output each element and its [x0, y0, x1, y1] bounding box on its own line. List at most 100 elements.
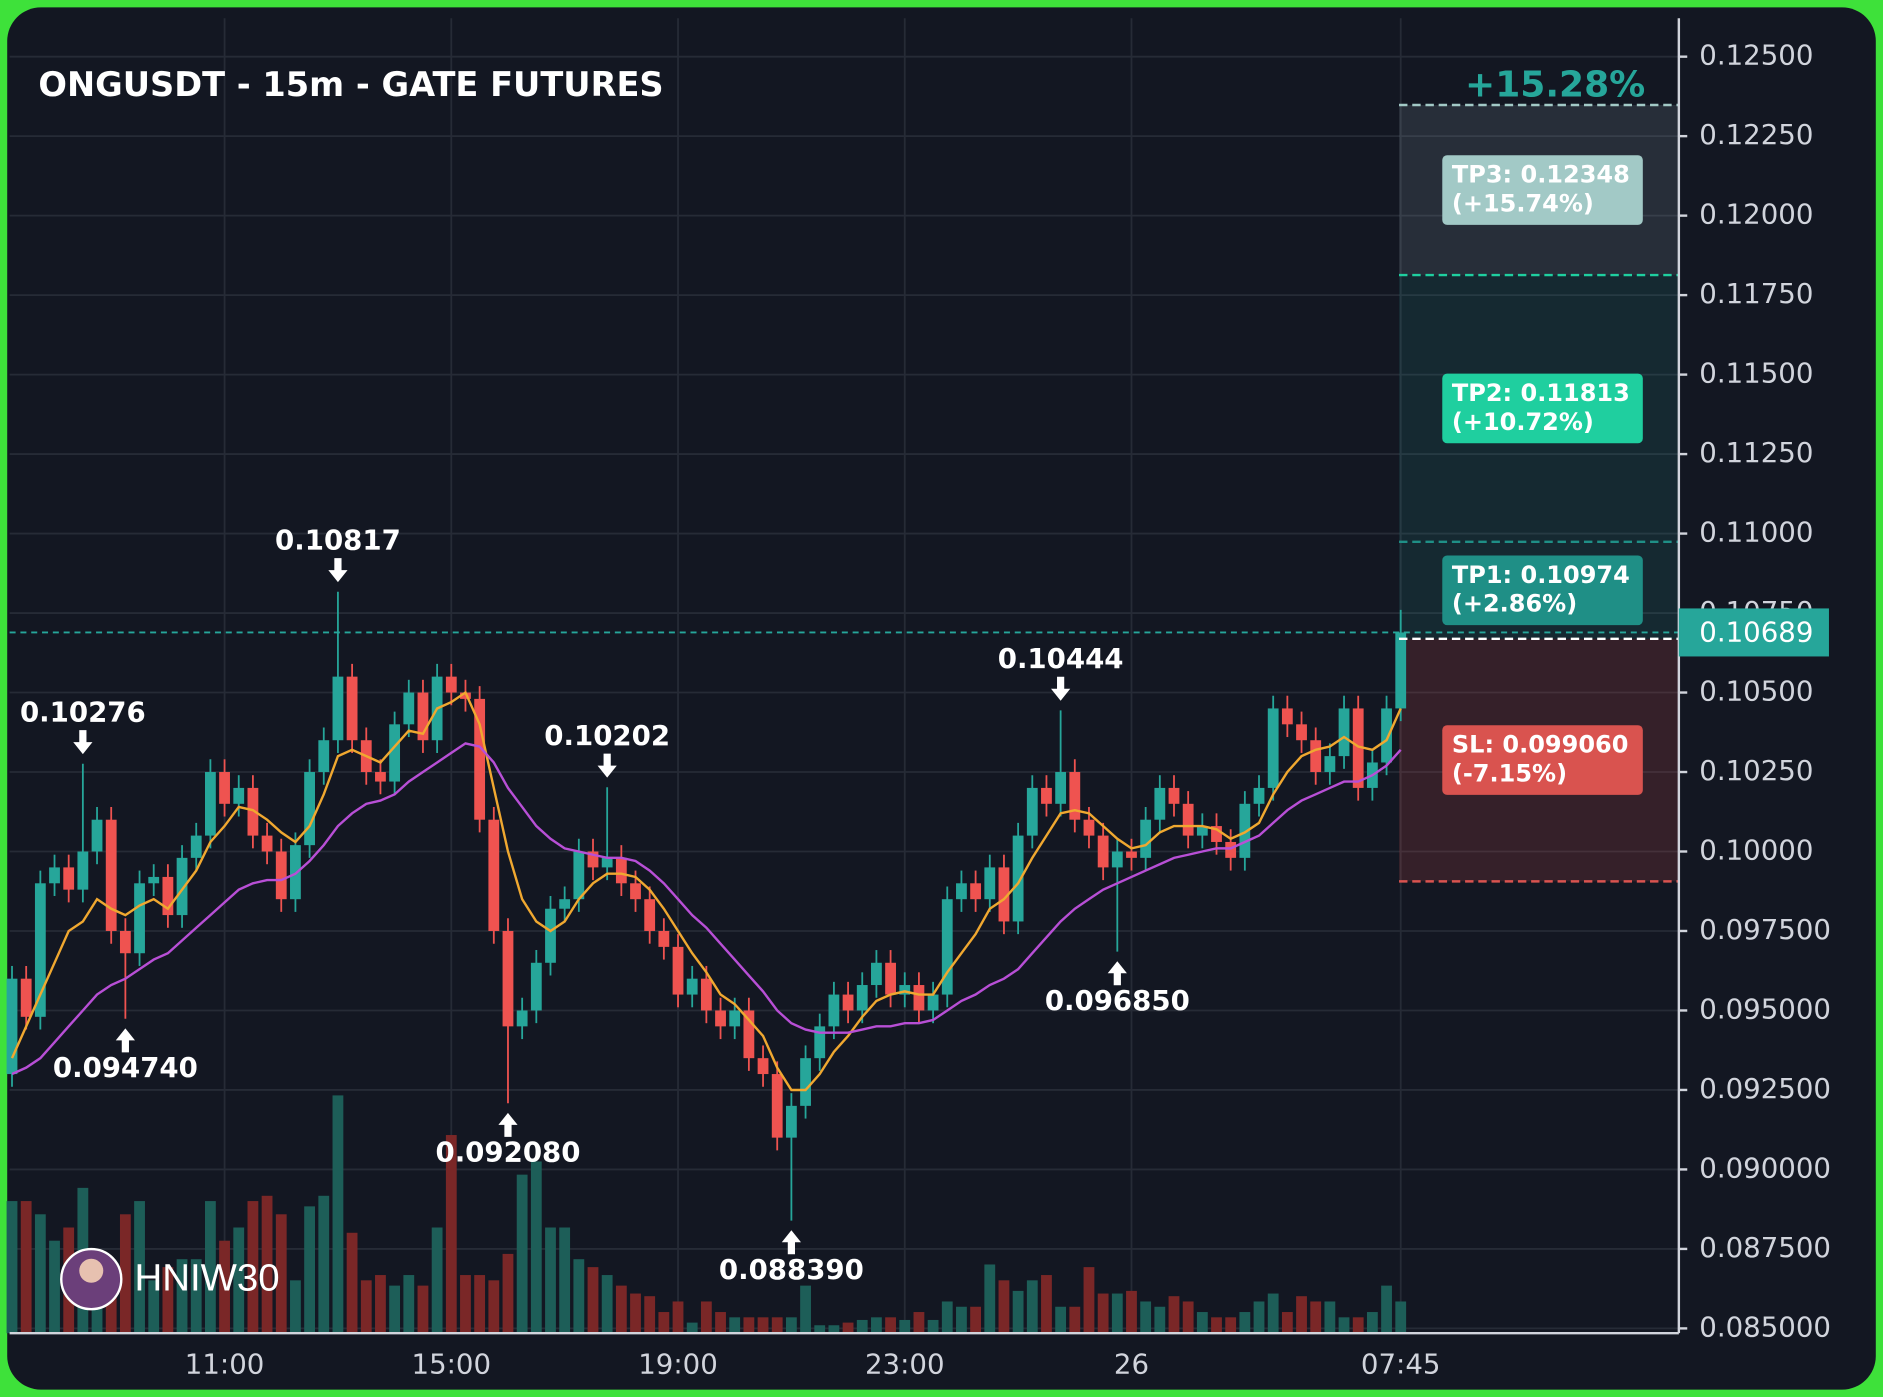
volume-bar: [1111, 1293, 1123, 1334]
volume-bar: [814, 1325, 826, 1334]
volume-bar: [1182, 1301, 1194, 1334]
candle-body: [998, 867, 1010, 922]
candle-body: [20, 978, 32, 1017]
level-label: (+10.72%): [1452, 408, 1594, 436]
position-total: +15.28%: [1465, 65, 1645, 106]
candle-body: [91, 819, 103, 852]
candle-body: [403, 692, 415, 725]
candle-body: [275, 851, 287, 900]
candle-body: [1281, 708, 1293, 725]
volume-bar: [1097, 1293, 1109, 1334]
candle-body: [545, 908, 556, 963]
candle-body: [1140, 819, 1152, 858]
candle-body: [1395, 632, 1407, 709]
volume-bar: [644, 1296, 656, 1334]
candle-body: [1154, 787, 1166, 820]
candle-body: [941, 899, 953, 995]
volume-bar: [672, 1301, 684, 1334]
y-tick-label: 0.087500: [1699, 1231, 1831, 1264]
candle-body: [1196, 826, 1208, 836]
candle-body: [885, 962, 896, 995]
volume-bar: [1381, 1285, 1392, 1334]
candle-body: [375, 772, 386, 782]
watermark: HNIW30: [135, 1256, 280, 1299]
ma-line: [11, 742, 1402, 1076]
candle-body: [190, 835, 202, 858]
volume-bar: [502, 1253, 514, 1334]
candle-body: [1267, 708, 1279, 788]
candle-body: [771, 1074, 783, 1138]
level-label-box: [1442, 555, 1643, 626]
level-label: TP1: 0.10974: [1452, 561, 1630, 589]
volume-bar: [176, 1259, 188, 1334]
candle-body: [6, 978, 18, 1075]
level-label-box: [1442, 155, 1643, 225]
candle-body: [1352, 708, 1364, 788]
candle-body: [899, 985, 911, 995]
volume-bar: [927, 1319, 939, 1334]
ma-line: [10, 690, 1402, 1092]
candle-body: [1026, 787, 1038, 836]
candle-body: [1126, 851, 1137, 858]
candle-body: [785, 1105, 797, 1138]
annotation-arrow: [1051, 676, 1071, 701]
candle-body: [1069, 772, 1081, 820]
candle-body: [49, 867, 60, 884]
volume-bar: [1196, 1312, 1208, 1334]
volume-bar: [1126, 1290, 1137, 1334]
volume-bar: [219, 1240, 230, 1334]
volume-bar: [686, 1322, 698, 1334]
level-label-box: [1442, 373, 1643, 444]
volume-bar: [1154, 1306, 1166, 1334]
volume-bar: [530, 1161, 542, 1334]
candle-body: [530, 962, 542, 1011]
volume-bar: [261, 1195, 273, 1334]
volume-bar: [913, 1312, 925, 1334]
volume-bar: [1239, 1312, 1251, 1334]
candle-body: [304, 772, 315, 846]
volume-bar: [34, 1214, 46, 1334]
y-tick-label: 0.11000: [1699, 516, 1813, 549]
candle-body: [1296, 724, 1307, 741]
y-tick-label: 0.085000: [1699, 1310, 1831, 1343]
y-tick-label: 0.10000: [1699, 834, 1813, 867]
volume-bar: [630, 1293, 641, 1334]
candle-body: [332, 676, 344, 741]
volume-bar: [1296, 1296, 1307, 1334]
volume-bar: [785, 1317, 797, 1334]
candle-body: [615, 857, 627, 884]
volume-bar: [1267, 1293, 1279, 1334]
candle-body: [1324, 756, 1336, 773]
volume-bar: [757, 1317, 769, 1334]
y-tick-label: 0.097500: [1699, 913, 1831, 946]
volume-bar: [1069, 1306, 1081, 1334]
volume-bar: [715, 1312, 726, 1334]
level-label: (-7.15%): [1452, 760, 1567, 788]
candle-body: [913, 985, 925, 1011]
volume-bar: [516, 1174, 528, 1334]
chart-title: ONGUSDT - 15m - GATE FUTURES: [38, 65, 663, 104]
candle-body: [715, 1010, 726, 1027]
x-tick-label: 19:00: [638, 1348, 718, 1381]
candle-body: [105, 819, 117, 931]
candle-body: [800, 1058, 811, 1106]
candle-body: [247, 787, 259, 836]
annotation-arrow: [597, 753, 617, 778]
x-tick-label: 15:00: [412, 1348, 492, 1381]
annotation-label: 0.10202: [544, 719, 670, 752]
candle-body: [134, 883, 145, 954]
candle-body: [460, 692, 471, 699]
volume-bar: [615, 1285, 627, 1334]
volume-bar: [1310, 1301, 1322, 1334]
y-tick-label: 0.12250: [1699, 118, 1813, 151]
volume-bar: [1055, 1306, 1067, 1334]
volume-bar: [1168, 1296, 1180, 1334]
y-tick-label: 0.12500: [1699, 39, 1813, 72]
price-tag-label: 0.10689: [1699, 616, 1813, 649]
candle-body: [757, 1058, 769, 1075]
volume-bar: [856, 1319, 868, 1334]
volume-bar: [771, 1317, 783, 1334]
volume-bar: [700, 1301, 712, 1334]
volume-bar: [431, 1227, 443, 1334]
